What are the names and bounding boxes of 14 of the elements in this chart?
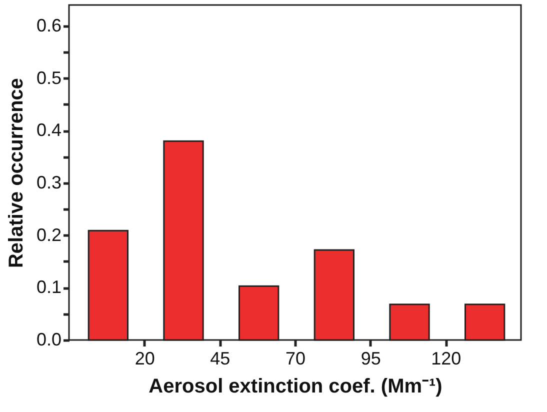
y-tick-label: 0.1 <box>36 277 62 298</box>
y-tick-label: 0.6 <box>36 15 62 36</box>
x-tick-label: 120 <box>431 348 462 368</box>
y-tick-label: 0.0 <box>36 330 62 350</box>
x-axis-title: Aerosol extinction coef. (Mm⁻¹) <box>148 376 442 398</box>
y-tick-label: 0.2 <box>36 224 62 245</box>
y-axis-title: Relative occurrence <box>5 78 28 268</box>
x-tick-label: 95 <box>360 348 381 368</box>
y-tick-label: 0.3 <box>36 172 62 192</box>
x-tick-label: 45 <box>210 348 230 368</box>
y-tick-label: 0.5 <box>36 68 62 88</box>
x-tick-label: 20 <box>134 348 155 368</box>
x-tick-label: 70 <box>285 348 306 368</box>
y-tick-label: 0.4 <box>36 120 62 140</box>
